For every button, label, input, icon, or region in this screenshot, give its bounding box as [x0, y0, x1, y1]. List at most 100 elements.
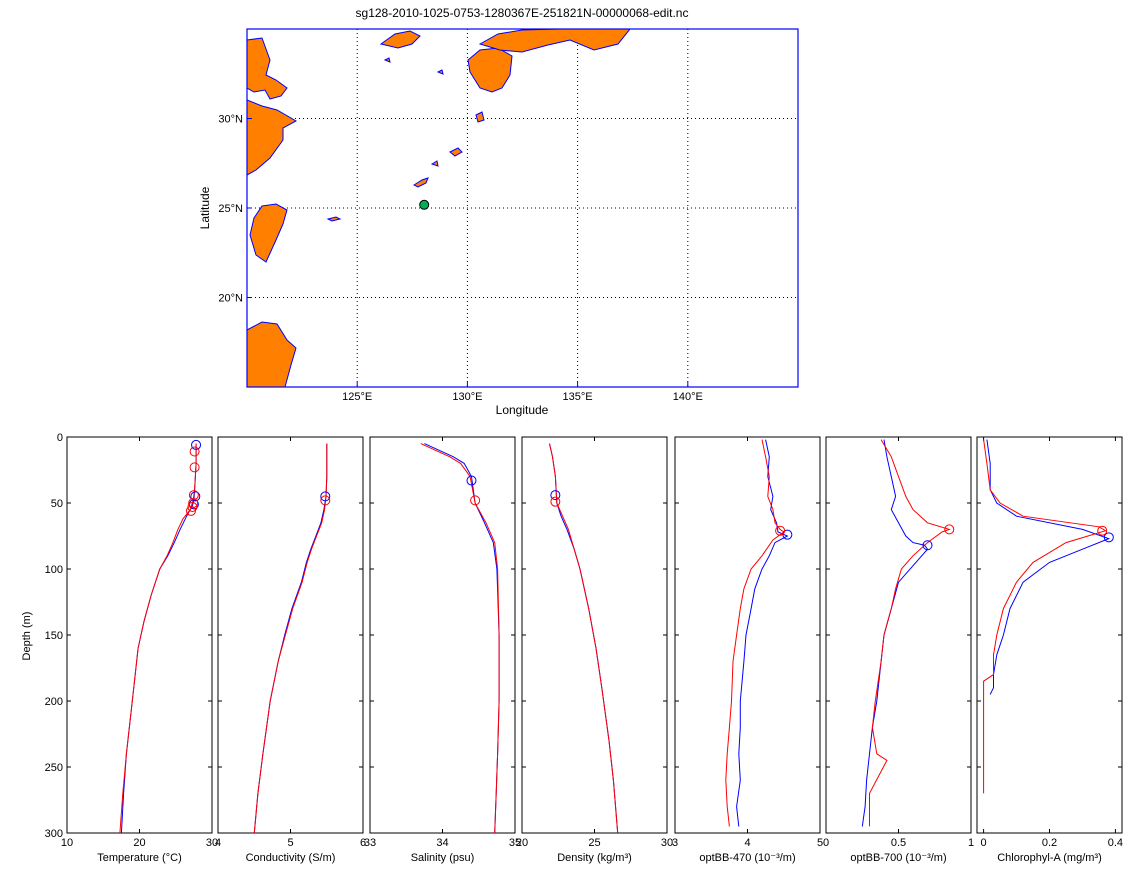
profile-marker [189, 446, 200, 457]
y-tick-label: 250 [45, 762, 63, 774]
profile-frame [976, 436, 1123, 834]
y-tick-label: 50 [51, 498, 63, 510]
land-taiwan [249, 203, 288, 263]
profile-marker [189, 462, 200, 473]
land-china-north [247, 37, 288, 100]
map-lat-tick-label: 30°N [218, 114, 243, 126]
series-line-red [420, 443, 500, 834]
map-ylabel: Latitude [198, 186, 212, 229]
x-tick-label: 30 [206, 837, 218, 849]
x-axis-label: optBB-700 (10⁻³/m) [850, 852, 946, 864]
series-line-red [253, 443, 328, 834]
map-lat-tick-label: 20°N [218, 293, 243, 305]
profile-marker [922, 540, 933, 551]
land-korea [379, 30, 421, 49]
map-lon-tick-label: 130°E [452, 391, 482, 403]
x-tick-label: 33 [364, 837, 376, 849]
land-islet-b [383, 57, 391, 63]
x-tick-label: 35 [509, 837, 521, 849]
series-line-red [983, 439, 1107, 794]
x-tick-label: 0.4 [1108, 837, 1123, 849]
profile-marker [1103, 532, 1114, 543]
profile-marker [550, 490, 561, 501]
profile-frame [66, 436, 213, 834]
x-tick-label: 20 [516, 837, 528, 849]
land-honshu [478, 29, 631, 53]
map-lat-tick-label: 25°N [218, 203, 243, 215]
map-panel: 125°E 130°E 135°E 140°E 20°N 25°N 30°N [218, 28, 799, 404]
map-title: sg128-2010-1025-0753-1280367E-251821N-00… [356, 6, 689, 20]
map-lon-tick-label: 125°E [342, 391, 372, 403]
y-tick-label: 300 [45, 828, 63, 840]
profile-marker [320, 495, 331, 506]
map-lon-tick-label: 135°E [563, 391, 593, 403]
map-grid [247, 29, 798, 387]
land-china-south [247, 99, 298, 176]
profile-marker [190, 491, 201, 502]
series-line-red [549, 443, 619, 834]
glider-position-marker [419, 199, 430, 210]
land-kyushu [467, 47, 513, 93]
profile-marker [944, 524, 955, 535]
profile-marker [320, 491, 331, 502]
profile-marker [466, 475, 477, 486]
x-tick-label: 5 [817, 837, 823, 849]
x-tick-label: 0.5 [891, 837, 906, 849]
profile-frame [521, 436, 668, 834]
x-axis-label: Temperature (°C) [97, 852, 181, 864]
profile-frame [217, 436, 364, 834]
x-axis-label: Conductivity (S/m) [246, 852, 336, 864]
profile-marker [191, 439, 202, 450]
profile-frame [825, 436, 972, 834]
profile-panel: 0 0.5 1 optBB-700 (10⁻³/m) [823, 436, 974, 864]
series-line-red [725, 439, 785, 827]
profile-marker [775, 525, 786, 536]
x-tick-label: 4 [744, 837, 750, 849]
series-line-blue [736, 439, 789, 827]
x-tick-label: 20 [133, 837, 145, 849]
x-tick-label: 34 [436, 837, 448, 849]
map-xlabel: Longitude [496, 403, 549, 417]
land-ryukyu-1 [475, 111, 485, 123]
land-masses [247, 29, 631, 387]
y-tick-label: 100 [45, 564, 63, 576]
profile-panel: 3 4 5 optBB-470 (10⁻³/m) [672, 436, 823, 864]
land-sakishima [326, 216, 342, 222]
x-axis-label: Density (kg/m³) [557, 852, 632, 864]
profile-marker [188, 498, 199, 508]
y-tick-label: 200 [45, 696, 63, 708]
x-tick-label: 5 [287, 837, 293, 849]
map-ticks: 125°E 130°E 135°E 140°E 20°N 25°N 30°N [218, 114, 702, 404]
x-tick-label: 10 [61, 837, 73, 849]
x-axis-label: optBB-470 (10⁻³/m) [699, 852, 795, 864]
profile-panel: 33 34 35 Salinity (psu) [364, 436, 521, 864]
x-axis-label: Chlorophyl-A (mg/m³) [997, 852, 1102, 864]
map-lon-tick-label: 140°E [673, 391, 703, 403]
series-line-blue [861, 439, 929, 827]
y-tick-label: 150 [45, 630, 63, 642]
land-islet-a [436, 69, 444, 75]
x-tick-label: 25 [588, 837, 600, 849]
depth-axis-label: Depth (m) [21, 612, 33, 661]
series-line-red [869, 439, 951, 827]
profile-frame [674, 436, 821, 834]
profile-marker [185, 505, 196, 516]
x-tick-label: 0.2 [1042, 837, 1057, 849]
x-axis-label: Salinity (psu) [411, 852, 475, 864]
x-tick-label: 3 [672, 837, 678, 849]
series-line-red [119, 443, 197, 834]
profile-marker [470, 495, 481, 506]
profile-panel: 20 25 30 Density (kg/m³) [516, 436, 673, 864]
land-ryukyu-3 [430, 160, 439, 167]
x-tick-label: 4 [215, 837, 221, 849]
land-ryukyu-2 [449, 147, 463, 157]
y-tick-label: 0 [57, 432, 63, 444]
profile-panel: 4 5 6 Conductivity (S/m) [215, 436, 366, 864]
x-tick-label: 6 [360, 837, 366, 849]
profile-marker [550, 496, 561, 507]
profile-frame [369, 436, 516, 834]
x-tick-label: 30 [661, 837, 673, 849]
